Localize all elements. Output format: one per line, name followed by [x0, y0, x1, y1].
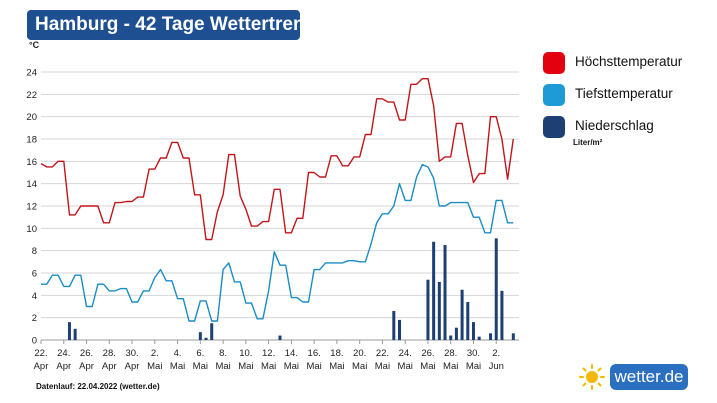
- gridlines: [40, 71, 519, 344]
- x-tick-label-day: 24.: [57, 348, 70, 359]
- precipitation-bar: [210, 323, 214, 340]
- legend-unit: Liter/m²: [573, 138, 603, 147]
- y-tick-label: 0: [32, 336, 37, 347]
- x-tick-label-month: Apr: [125, 361, 140, 372]
- x-tick-label-day: 28.: [103, 348, 116, 359]
- precipitation-bar: [426, 279, 430, 340]
- legend-label-low: Tiefsttemperatur: [575, 86, 673, 101]
- precipitation-bar: [73, 328, 77, 340]
- x-tick-label-day: 12.: [262, 348, 275, 359]
- legend-label-precip: Niederschlag: [575, 118, 654, 133]
- x-tick-label-month: Mai: [466, 361, 481, 372]
- precipitation-bar: [511, 333, 515, 340]
- y-tick-label: 4: [32, 291, 37, 302]
- x-tick-label-month: Mai: [193, 361, 208, 372]
- x-tick-label-month: Mai: [329, 361, 344, 372]
- series-line-high: [40, 78, 514, 241]
- x-tick-label-day: 26.: [80, 348, 93, 359]
- x-tick-label-day: 10.: [239, 348, 252, 359]
- x-tick-label-day: 28.: [444, 348, 457, 359]
- y-tick-label: 12: [26, 202, 37, 213]
- x-tick-label-month: Mai: [261, 361, 276, 372]
- x-tick-label-month: Apr: [102, 361, 117, 372]
- precipitation-bars: [67, 238, 515, 340]
- precipitation-bar: [494, 238, 498, 340]
- y-tick-label: 14: [26, 179, 37, 190]
- y-tick-label: 18: [26, 135, 37, 146]
- x-tick-label-day: 2.: [492, 348, 500, 359]
- x-tick-label-month: Mai: [170, 361, 185, 372]
- sun-icon: [579, 364, 605, 390]
- x-tick-label-day: 8.: [219, 348, 227, 359]
- x-tick-label-month: Mai: [375, 361, 390, 372]
- y-tick-label: 16: [26, 157, 37, 168]
- x-tick-label-month: Apr: [79, 361, 94, 372]
- x-tick-label-day: 4.: [174, 348, 182, 359]
- precipitation-bar: [204, 337, 208, 340]
- temperature-lines: [40, 78, 514, 322]
- precipitation-bar: [460, 289, 464, 340]
- precipitation-bar: [489, 333, 493, 340]
- x-tick-label-day: 20.: [353, 348, 366, 359]
- x-tick-label-month: Mai: [306, 361, 321, 372]
- legend-label-high: Höchsttemperatur: [575, 54, 683, 69]
- precipitation-bar: [471, 322, 475, 340]
- precipitation-bar: [443, 245, 447, 340]
- y-tick-label: 2: [32, 313, 37, 324]
- x-tick-label-day: 22.: [34, 348, 47, 359]
- x-tick-label-month: Jun: [489, 361, 504, 372]
- x-tick-label-day: 26.: [421, 348, 434, 359]
- precipitation-bar: [449, 335, 453, 340]
- x-tick-label-month: Mai: [215, 361, 230, 372]
- x-tick-label-month: Mai: [398, 361, 413, 372]
- precipitation-bar: [454, 327, 458, 340]
- x-tick-label-day: 30.: [467, 348, 480, 359]
- precipitation-bar: [466, 302, 470, 340]
- x-tick-label-month: Apr: [56, 361, 71, 372]
- y-tick-label: 24: [26, 68, 37, 79]
- precipitation-bar: [392, 310, 396, 340]
- precipitation-bar: [198, 332, 202, 340]
- precipitation-bar: [398, 319, 401, 340]
- data-run-footer: Datenlauf: 22.04.2022 (wetter.de): [36, 382, 160, 391]
- x-tick-label-day: 6.: [196, 348, 204, 359]
- brand-name: wetter.de: [610, 364, 688, 390]
- y-tick-label: 10: [26, 224, 37, 235]
- page-title: Hamburg - 42 Tage Wettertrend: [27, 10, 316, 40]
- brand-logo[interactable]: wetter.de: [578, 364, 690, 390]
- legend-swatch-high: [543, 52, 565, 74]
- x-tick-label-day: 30.: [125, 348, 138, 359]
- x-tick-label-month: Mai: [284, 361, 299, 372]
- y-tick-label: 20: [26, 112, 37, 123]
- precipitation-bar: [432, 241, 436, 340]
- x-tick-label-day: 18.: [330, 348, 343, 359]
- precipitation-bar: [477, 336, 481, 340]
- x-tick-label-day: 24.: [399, 348, 412, 359]
- precipitation-bar: [437, 281, 441, 340]
- x-tick-label-day: 16.: [308, 348, 321, 359]
- x-tick-label-month: Mai: [147, 361, 162, 372]
- precipitation-bar: [500, 290, 504, 340]
- legend-swatch-precip: [543, 116, 565, 138]
- x-tick-label-day: 22.: [376, 348, 389, 359]
- x-tick-label-month: Mai: [352, 361, 367, 372]
- x-tick-label-month: Mai: [443, 361, 458, 372]
- x-tick-label-month: Mai: [420, 361, 435, 372]
- y-tick-label: 6: [32, 269, 37, 280]
- x-tick-label-month: Apr: [34, 361, 49, 372]
- precipitation-bar: [278, 335, 282, 340]
- x-tick-label-day: 2.: [151, 348, 159, 359]
- y-axis-unit-label: °C: [29, 40, 40, 50]
- precipitation-bar: [67, 322, 71, 340]
- x-tick-label-month: Mai: [238, 361, 253, 372]
- y-tick-label: 22: [26, 90, 37, 101]
- x-tick-label-day: 14.: [285, 348, 298, 359]
- legend-swatch-low: [543, 84, 565, 106]
- x-axis-ticks: 22. Apr 24. Apr 26. Apr 28. Apr 30. Apr 2. Mai 4. Mai…: [34, 348, 504, 372]
- y-tick-label: 8: [32, 246, 37, 257]
- series-line-low: [41, 164, 514, 322]
